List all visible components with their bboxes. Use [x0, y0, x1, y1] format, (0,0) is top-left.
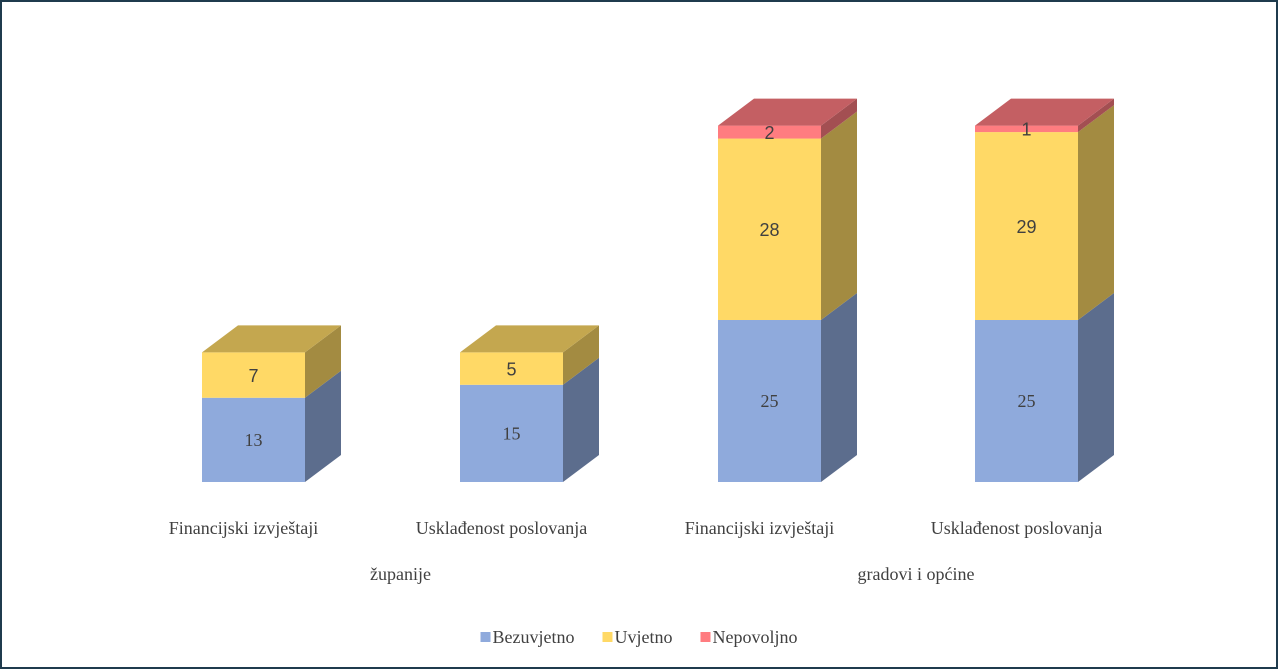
group-label: županije [370, 564, 431, 584]
data-label: 15 [503, 424, 521, 444]
bar [718, 320, 821, 482]
bar-side [821, 111, 857, 320]
x-tick-label: Usklađenost poslovanja [931, 518, 1102, 538]
group-label: gradovi i općine [858, 564, 975, 584]
data-label: 28 [759, 220, 779, 240]
bar-side [1078, 98, 1114, 133]
bar-top [460, 325, 599, 353]
bar-side [305, 325, 341, 398]
data-label: 5 [506, 359, 516, 379]
x-tick-label: Usklađenost poslovanja [416, 518, 587, 538]
bar-side [563, 325, 599, 385]
data-label: 13 [245, 430, 263, 450]
bar-side [305, 370, 341, 482]
bar [975, 125, 1078, 133]
bar-side [1078, 293, 1114, 482]
bar [460, 352, 563, 385]
data-label: 29 [1016, 217, 1036, 237]
legend-swatch [480, 632, 491, 642]
data-label: 25 [761, 391, 779, 411]
bar [975, 320, 1078, 482]
data-label: 1 [1021, 120, 1031, 140]
data-label: 7 [248, 366, 258, 386]
bar-side [821, 98, 857, 139]
bar [460, 384, 563, 482]
data-label: 25 [1018, 391, 1036, 411]
bar-top [718, 98, 857, 126]
x-tick-label: Financijski izvještaji [169, 518, 318, 538]
bar-top [975, 98, 1114, 126]
bar-side [821, 293, 857, 482]
legend-label: Bezuvjetno [493, 627, 575, 647]
legend-swatch [700, 632, 711, 642]
bar-side [563, 357, 599, 482]
bar [718, 125, 821, 139]
bar [718, 138, 821, 320]
legend-label: Nepovoljno [712, 627, 797, 647]
legend-label: Uvjetno [614, 627, 672, 647]
data-label: 2 [764, 123, 774, 143]
bar-top [202, 325, 341, 353]
bar [202, 352, 305, 398]
bar-side [1078, 105, 1114, 320]
x-tick-label: Financijski izvještaji [685, 518, 834, 538]
bar [975, 132, 1078, 320]
legend-swatch [602, 632, 613, 642]
bar [202, 397, 305, 482]
